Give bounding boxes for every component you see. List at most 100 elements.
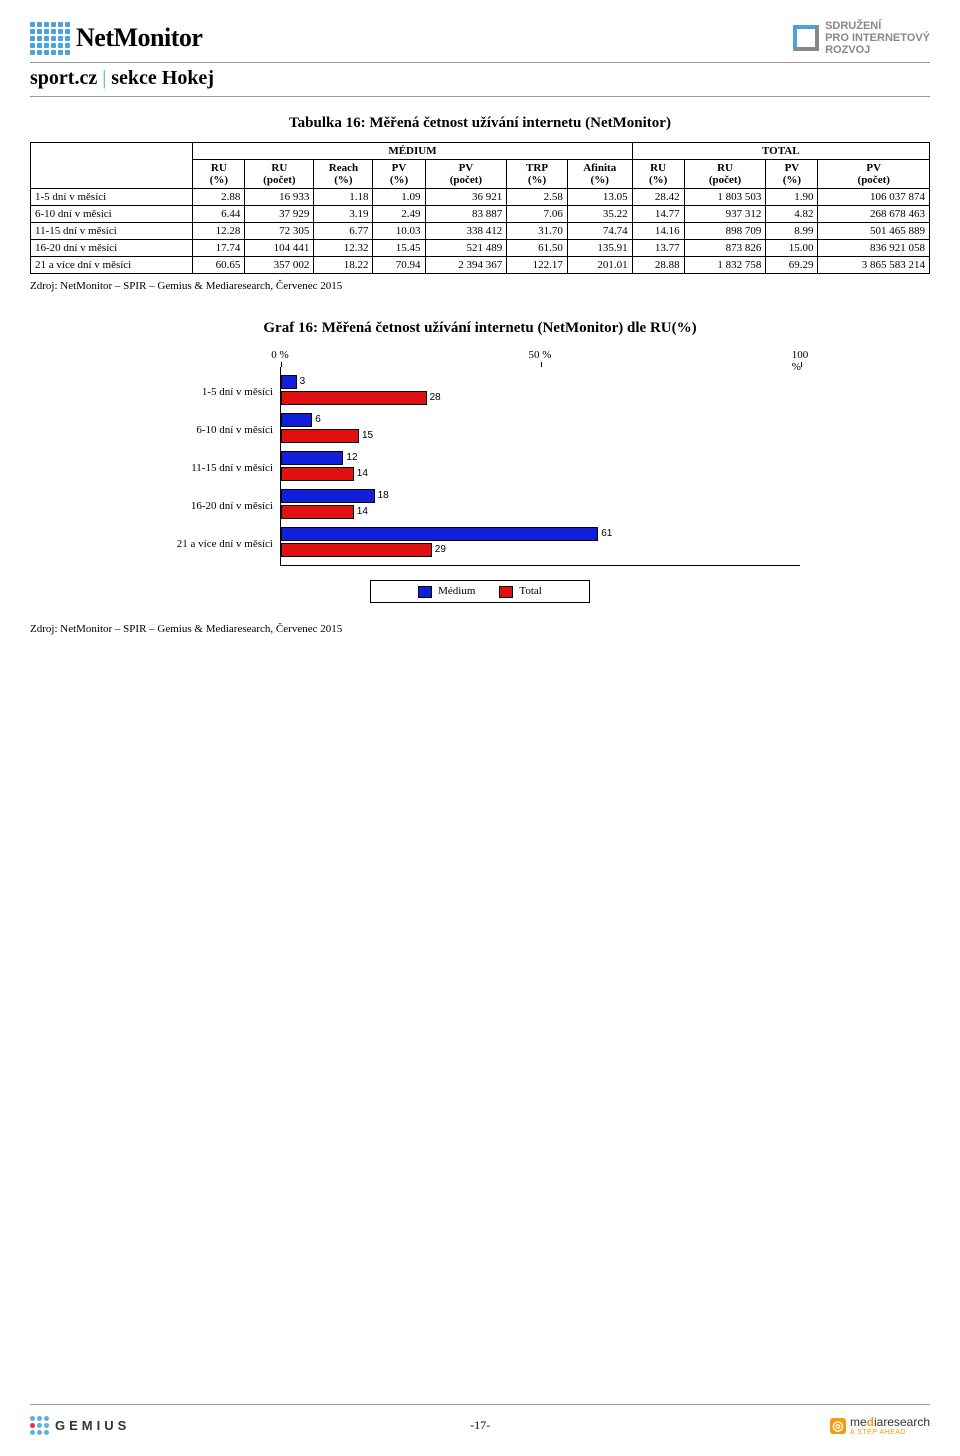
- table-cell: 104 441: [245, 240, 314, 257]
- gemius-text: GEMIUS: [55, 1418, 130, 1433]
- bar-medium: 6: [281, 413, 312, 427]
- bar-value-label: 29: [435, 544, 446, 555]
- bar-total: 14: [281, 505, 354, 519]
- column-header: RU(počet): [684, 160, 766, 189]
- bar-chart: 0 %50 %100 % 1-5 dní v měsíci3286-10 dní…: [120, 349, 840, 602]
- table-cell: 15.00: [766, 240, 818, 257]
- row-label: 6-10 dní v měsíci: [31, 206, 193, 223]
- table-cell: 357 002: [245, 257, 314, 274]
- bar-group: 21 a více dní v měsíci6129: [281, 525, 800, 563]
- table-cell: 2.49: [373, 206, 425, 223]
- table-cell: 1.18: [314, 189, 373, 206]
- gemius-logo: GEMIUS: [30, 1416, 130, 1435]
- legend-swatch-medium: [418, 586, 432, 598]
- table-cell: 1 832 758: [684, 257, 766, 274]
- bar-group: 6-10 dní v měsíci615: [281, 411, 800, 449]
- table-cell: 201.01: [567, 257, 632, 274]
- axis-tick-label: 50 %: [529, 349, 552, 361]
- table-cell: 836 921 058: [818, 240, 930, 257]
- category-label: 21 a více dní v měsíci: [126, 538, 281, 550]
- bar-group: 1-5 dní v měsíci328: [281, 373, 800, 411]
- section-name: sekce Hokej: [111, 67, 214, 89]
- table-row: 6-10 dní v měsíci6.4437 9293.192.4983 88…: [31, 206, 930, 223]
- table-cell: 37 929: [245, 206, 314, 223]
- table-cell: 60.65: [193, 257, 245, 274]
- bar-total: 29: [281, 543, 432, 557]
- table-cell: 106 037 874: [818, 189, 930, 206]
- category-label: 16-20 dní v měsíci: [126, 500, 281, 512]
- table-cell: 338 412: [425, 223, 507, 240]
- legend-label-medium: Médium: [438, 585, 475, 597]
- category-label: 11-15 dní v měsíci: [126, 462, 281, 474]
- table-cell: 70.94: [373, 257, 425, 274]
- bar-value-label: 14: [357, 468, 368, 479]
- spir-line2: PRO INTERNETOVÝ: [825, 32, 930, 44]
- bar-group: 11-15 dní v měsíci1214: [281, 449, 800, 487]
- table-cell: 1.09: [373, 189, 425, 206]
- bar-total: 14: [281, 467, 354, 481]
- mediaresearch-text: mediaresearch A STEP AHEAD: [850, 1415, 930, 1436]
- column-header: PV(%): [766, 160, 818, 189]
- table-cell: 501 465 889: [818, 223, 930, 240]
- col-group-total: TOTAL: [632, 143, 929, 160]
- table-cell: 16 933: [245, 189, 314, 206]
- column-header: PV(počet): [818, 160, 930, 189]
- table-cell: 268 678 463: [818, 206, 930, 223]
- table-cell: 3 865 583 214: [818, 257, 930, 274]
- axis-tick-label: 0 %: [271, 349, 288, 361]
- bar-medium: 3: [281, 375, 297, 389]
- table-cell: 74.74: [567, 223, 632, 240]
- table-cell: 15.45: [373, 240, 425, 257]
- table-cell: 898 709: [684, 223, 766, 240]
- chart-title: Graf 16: Měřená četnost užívání internet…: [30, 320, 930, 337]
- table-cell: 12.32: [314, 240, 373, 257]
- column-header: TRP(%): [507, 160, 568, 189]
- bar-total: 15: [281, 429, 359, 443]
- bar-medium: 12: [281, 451, 343, 465]
- page-footer: GEMIUS -17- ◎ mediaresearch A STEP AHEAD: [30, 1404, 930, 1436]
- table-cell: 28.88: [632, 257, 684, 274]
- bar-value-label: 14: [357, 506, 368, 517]
- table-row: 1-5 dní v měsíci2.8816 9331.181.0936 921…: [31, 189, 930, 206]
- table-corner: [31, 143, 193, 189]
- table-cell: 1.90: [766, 189, 818, 206]
- spir-text: SDRUŽENÍ PRO INTERNETOVÝ ROZVOJ: [825, 20, 930, 56]
- chart-plot-area: 1-5 dní v měsíci3286-10 dní v měsíci6151…: [280, 367, 800, 566]
- table-cell: 36 921: [425, 189, 507, 206]
- bar-value-label: 12: [346, 452, 357, 463]
- table-cell: 72 305: [245, 223, 314, 240]
- column-header: RU(počet): [245, 160, 314, 189]
- table-cell: 18.22: [314, 257, 373, 274]
- table-cell: 69.29: [766, 257, 818, 274]
- spir-square-icon: [793, 25, 819, 51]
- column-header: RU(%): [193, 160, 245, 189]
- category-label: 1-5 dní v měsíci: [126, 386, 281, 398]
- table-cell: 83 887: [425, 206, 507, 223]
- page-header: NetMonitor SDRUŽENÍ PRO INTERNETOVÝ ROZV…: [30, 20, 930, 63]
- separator-icon: |: [102, 67, 111, 89]
- table-cell: 7.06: [507, 206, 568, 223]
- page-subtitle: sport.cz | sekce Hokej: [30, 67, 930, 97]
- column-header: RU(%): [632, 160, 684, 189]
- gemius-dots-icon: [30, 1416, 49, 1435]
- table-cell: 135.91: [567, 240, 632, 257]
- table-cell: 2.88: [193, 189, 245, 206]
- chart-legend: Médium Total: [370, 580, 590, 602]
- row-label: 1-5 dní v měsíci: [31, 189, 193, 206]
- bar-value-label: 61: [601, 528, 612, 539]
- table-cell: 873 826: [684, 240, 766, 257]
- legend-item-medium: Médium: [418, 585, 475, 597]
- table-cell: 13.77: [632, 240, 684, 257]
- table-cell: 61.50: [507, 240, 568, 257]
- bar-value-label: 3: [300, 376, 306, 387]
- axis-tick: [801, 362, 802, 367]
- legend-label-total: Total: [519, 585, 541, 597]
- legend-item-total: Total: [499, 585, 541, 597]
- logo-text: NetMonitor: [76, 23, 202, 53]
- axis-tick: [281, 362, 282, 367]
- table-cell: 12.28: [193, 223, 245, 240]
- bar-medium: 61: [281, 527, 598, 541]
- logo-dots-icon: [30, 22, 70, 55]
- spir-logo: SDRUŽENÍ PRO INTERNETOVÝ ROZVOJ: [793, 20, 930, 56]
- column-header: PV(%): [373, 160, 425, 189]
